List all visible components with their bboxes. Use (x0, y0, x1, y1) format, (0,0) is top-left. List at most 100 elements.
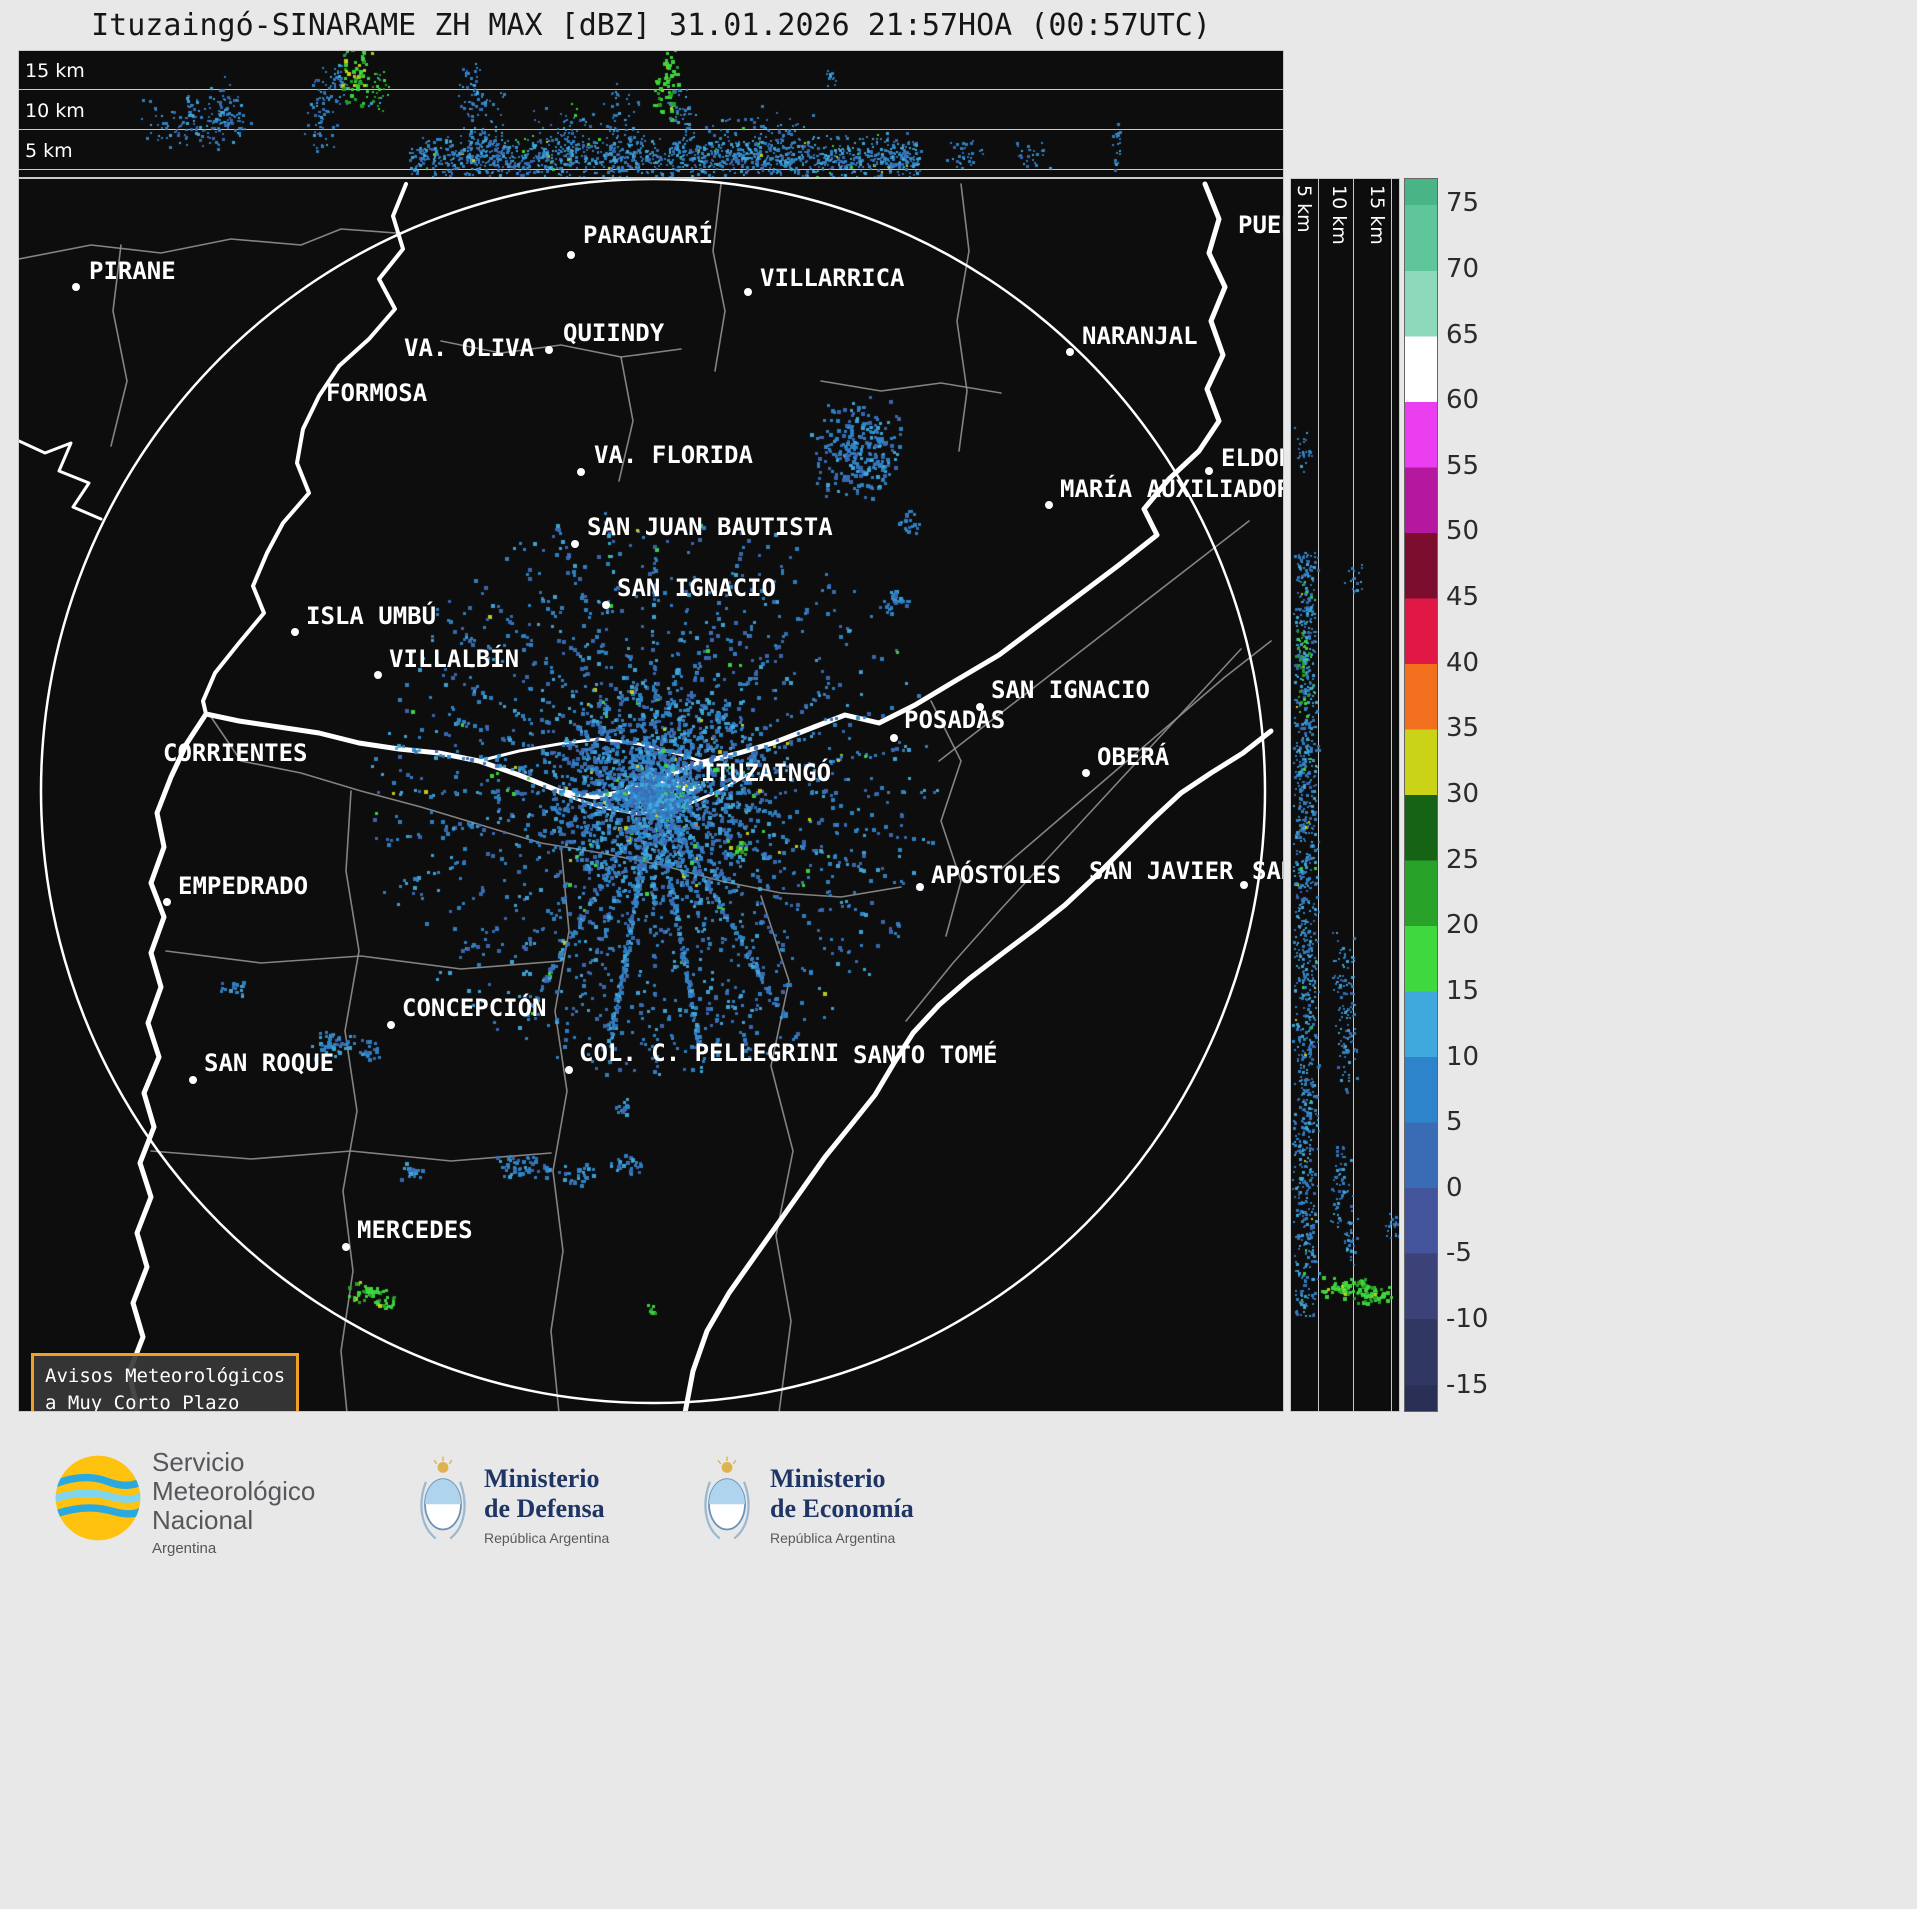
city-dot (602, 601, 610, 609)
colorbar-tick: 65 (1446, 319, 1480, 350)
city-dot (577, 468, 585, 476)
advisory-line1: Avisos Meteorológicos (45, 1365, 286, 1387)
echo-canvas-map (19, 179, 1283, 1411)
city-dot (163, 898, 171, 906)
city-dot (565, 1066, 573, 1074)
colorbar-tick: 20 (1446, 910, 1480, 941)
colorbar-tick: -5 (1446, 1238, 1472, 1269)
city-dot (72, 283, 80, 291)
city-dot (374, 671, 382, 679)
page-title: Ituzaingó-SINARAME ZH MAX [dBZ] 31.01.20… (91, 8, 1211, 43)
city-dot (1082, 769, 1090, 777)
city-dot (545, 346, 553, 354)
city-label: QUIINDY (563, 319, 665, 347)
colorbar-tick: -10 (1446, 1304, 1489, 1335)
altitude-label: 5 km (25, 140, 73, 162)
city-label: SAN IGNACIO (617, 574, 776, 602)
city-label: SAN IGNACIO (991, 676, 1150, 704)
city-label: MERCEDES (357, 1216, 473, 1244)
city-dot (1045, 501, 1053, 509)
city-dot (291, 628, 299, 636)
city-label: PARAGUARÍ (583, 221, 714, 249)
colorbar-tick: 35 (1446, 713, 1480, 744)
city-label: PUERTO (1238, 211, 1283, 239)
ministerio-economia-wordmark: Ministerio de Economía República Argenti… (770, 1464, 914, 1546)
city-dot (1205, 467, 1213, 475)
economia-line1: Ministerio (770, 1464, 886, 1493)
colorbar-tick: 5 (1446, 1107, 1463, 1138)
colorbar-tick: 10 (1446, 1041, 1480, 1072)
advisory-box[interactable]: Avisos Meteorológicos a Muy Corto Plazo (31, 1353, 300, 1411)
city-label: MARÍA AUXILIADORA (1060, 475, 1284, 503)
coat-of-arms-economia-icon (704, 1456, 750, 1540)
colorbar-tick: 60 (1446, 385, 1480, 416)
defensa-line3: República Argentina (484, 1529, 610, 1546)
defensa-line2: de Defensa (484, 1493, 605, 1523)
city-label: SAN JAVIER (1089, 857, 1234, 885)
city-dot (890, 734, 898, 742)
city-label: SAN JUAN BAUTISTA (587, 513, 833, 541)
city-dot (916, 883, 924, 891)
colorbar-tick: 15 (1446, 975, 1480, 1006)
altitude-label: 10 km (25, 100, 85, 122)
city-label: VA. OLIVA (404, 334, 535, 362)
city-labels-layer: PIRANE PARAGUARÍ VILLARRICA QUIINDY VA. OLIV… (19, 179, 1283, 1411)
city-dot (1240, 881, 1248, 889)
city-label: VILLARRICA (760, 264, 905, 292)
city-label: FORMOSA (326, 379, 428, 407)
colorbar-tick: -15 (1446, 1369, 1489, 1400)
top-cross-section-panel: 15 km 10 km 5 km (18, 50, 1284, 178)
city-label: OBERÁ (1097, 743, 1170, 771)
smn-line4: Argentina (152, 1540, 217, 1558)
city-label: EMPEDRADO (178, 872, 309, 900)
footer: Servicio Meteorológico Nacional Argentin… (0, 1412, 1917, 1909)
city-label: ISLA UMBÚ (306, 602, 437, 630)
city-dot (567, 251, 575, 259)
colorbar-tick: 55 (1446, 450, 1480, 481)
coat-of-arms-defensa-icon (420, 1456, 466, 1540)
city-label: NARANJAL (1082, 322, 1198, 350)
city-label: PIRANE (89, 257, 176, 285)
smn-logo-icon (55, 1455, 141, 1541)
city-dot (1066, 348, 1074, 356)
city-label: ELDORADO (1221, 444, 1283, 472)
city-dot (744, 288, 752, 296)
smn-line1: Servicio (152, 1447, 245, 1477)
colorbar-tick: 75 (1446, 188, 1480, 219)
economia-line2: de Economía (770, 1493, 914, 1523)
smn-line2: Meteorológico (152, 1476, 316, 1507)
colorbar-tick: 30 (1446, 779, 1480, 809)
echo-canvas-top (19, 51, 1283, 177)
city-label: SANTO TOMÉ (853, 1041, 998, 1069)
colorbar-tick: 0 (1446, 1172, 1463, 1203)
altitude-label: 10 km (1328, 185, 1350, 245)
smn-line3: Nacional (152, 1505, 254, 1536)
city-label: SAN ROQUE (204, 1049, 335, 1077)
economia-line3: República Argentina (770, 1529, 896, 1546)
altitude-label: 15 km (25, 60, 85, 82)
city-label: VILLALBÍN (389, 645, 520, 673)
echo-canvas-right (1291, 179, 1399, 1411)
city-label: SAN (1252, 857, 1283, 885)
colorbar-tick: 50 (1446, 516, 1480, 547)
defensa-line1: Ministerio (484, 1464, 600, 1493)
radar-map-panel: PIRANE PARAGUARÍ VILLARRICA QUIINDY VA. OLIV… (18, 178, 1284, 1412)
city-label: POSADAS (904, 706, 1006, 734)
city-label: APÓSTOLES (931, 861, 1062, 889)
city-dot (976, 703, 984, 711)
colorbar-tick: 25 (1446, 844, 1480, 875)
altitude-label: 15 km (1366, 185, 1388, 245)
city-dot (342, 1243, 350, 1251)
colorbar-tick: 40 (1446, 647, 1480, 678)
city-label: COL. C. PELLEGRINI (579, 1039, 840, 1067)
colorbar-tick-labels: 75 70 65 60 55 50 45 40 35 30 25 20 15 10 5 0 -5 -10 -15 (1446, 178, 1536, 1412)
city-dot (387, 1021, 395, 1029)
colorbar-tick: 45 (1446, 582, 1480, 613)
altitude-label: 5 km (1293, 185, 1315, 233)
city-dot (189, 1076, 197, 1084)
smn-wordmark: Servicio Meteorológico Nacional Argentin… (152, 1447, 316, 1558)
colorbar-tick: 70 (1446, 253, 1480, 284)
dbz-colorbar (1404, 178, 1438, 1412)
ministerio-defensa-wordmark: Ministerio de Defensa República Argentin… (484, 1464, 609, 1546)
city-label: ITUZAINGÓ (701, 759, 832, 787)
